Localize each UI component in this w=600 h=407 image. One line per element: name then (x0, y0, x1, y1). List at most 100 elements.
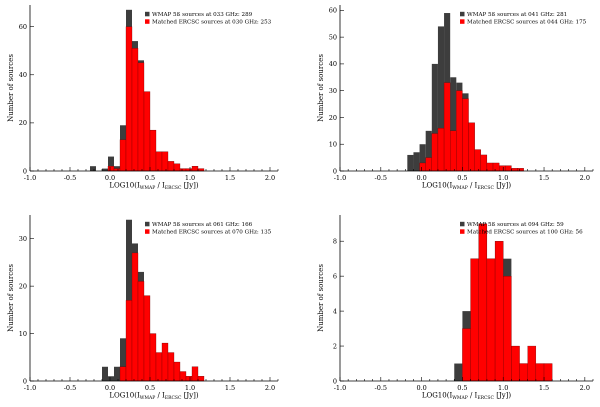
bar-ercsc (505, 165, 512, 172)
bar-ercsc (137, 62, 145, 172)
bar-ercsc (456, 90, 463, 172)
bar-ercsc (462, 98, 469, 172)
x-tick-label: 0.0 (105, 384, 115, 392)
chart-panel-top-left: -1.0 -0.5 0.0 0.5 1.0 1.5 2.0 0 20 40 60 LOG10(IWMA… (7, 5, 279, 192)
bar-wmap (108, 376, 114, 381)
bar-ercsc (492, 162, 500, 172)
bar-ercsc (519, 363, 528, 382)
bar-ercsc (155, 151, 163, 172)
bar-ercsc (149, 333, 157, 382)
bar-ercsc (137, 281, 145, 382)
bar-ercsc (143, 295, 151, 382)
y-tick-label: 0 (333, 167, 337, 175)
x-tick-label: -0.5 (375, 384, 388, 392)
bar-ercsc (498, 165, 506, 172)
y-tick-label: 60 (19, 23, 27, 31)
bar-wmap (102, 366, 108, 381)
y-tick-label: 20 (19, 119, 27, 127)
y-tick-label: 40 (19, 71, 27, 79)
x-tick-label: 1.5 (539, 174, 549, 182)
bar-ercsc (143, 91, 151, 172)
legend-swatch-wmap (460, 11, 465, 17)
legend-swatch-wmap (460, 221, 465, 227)
bar-ercsc (185, 376, 193, 382)
x-tick-label: 0.5 (145, 384, 155, 392)
bar-ercsc (167, 352, 175, 382)
x-tick-label: 0.0 (416, 384, 426, 392)
x-tick-label: 1.5 (225, 174, 235, 182)
x-tick-label: -1.0 (24, 174, 37, 182)
bar-wmap (114, 366, 120, 381)
y-tick-label: 20 (19, 282, 27, 290)
bar-ercsc (179, 371, 187, 382)
y-tick-label: 0 (333, 377, 337, 385)
bar-wmap (90, 166, 96, 171)
bar-ercsc (173, 361, 181, 382)
x-tick-label: 0.5 (457, 384, 467, 392)
x-tick-label: -1.0 (334, 384, 347, 392)
bar-ercsc (155, 352, 163, 382)
legend-label-wmap: WMAP 5ß sources at 033 GHz: 289 (152, 12, 253, 18)
x-tick-label: 1.0 (185, 384, 195, 392)
bar-ercsc (511, 345, 520, 382)
x-tick-label: 1.5 (225, 384, 235, 392)
chart-panel-top-right: -1.0 -0.5 0.0 0.5 1.0 1.5 2.0 0 10 20 30 40 50 60 LOG1… (317, 5, 594, 191)
bar-ercsc (149, 129, 157, 172)
bar-ercsc (468, 122, 475, 172)
y-tick-label: 30 (19, 235, 27, 243)
x-tick-label: 2.0 (265, 384, 275, 392)
bar-wmap (102, 168, 108, 171)
y-axis-title: Number of sources (317, 264, 325, 332)
bar-ercsc (431, 133, 439, 172)
x-tick-label: 0.5 (457, 174, 467, 182)
bar-wmap (450, 77, 457, 171)
bar-ercsc (474, 149, 481, 172)
y-tick-label: 20 (329, 114, 337, 122)
bar-wmap (419, 144, 426, 171)
bar-wmap (454, 363, 463, 381)
legend-swatch-ercsc (145, 19, 150, 24)
bar-ercsc (450, 130, 457, 172)
legend-label-wmap: WMAP 5ß sources at 094 GHz: 59 (467, 222, 564, 228)
bar-ercsc (543, 363, 553, 382)
y-tick-label: 10 (329, 141, 337, 149)
bar-ercsc (535, 363, 545, 382)
bar-ercsc (119, 366, 127, 382)
bar-ercsc (419, 162, 426, 172)
legend-swatch-ercsc (145, 229, 150, 234)
x-tick-label: 1.0 (498, 174, 508, 182)
legend-swatch-ercsc (460, 229, 465, 234)
x-tick-label: 0.0 (416, 174, 426, 182)
x-tick-label: 0.0 (105, 174, 115, 182)
bar-ercsc (443, 82, 451, 172)
y-tick-label: 4 (333, 307, 337, 315)
y-tick-label: 0 (23, 167, 27, 175)
bar-wmap (120, 338, 126, 381)
bar-ercsc (119, 139, 127, 172)
legend-label-wmap: WMAP 5ß sources at 061 GHz: 166 (152, 222, 253, 228)
x-tick-label: -1.0 (24, 384, 37, 392)
bar-ercsc (470, 258, 479, 382)
x-tick-label: 2.0 (265, 174, 275, 182)
chart-panel-bottom-right: -1.0 -0.5 0.0 0.5 1.0 1.5 2.0 0 2 4 6 8 LOG10(IWMAP … (317, 215, 594, 401)
legend-label-wmap: WMAP 5ß sources at 041 GHz: 281 (467, 12, 567, 18)
bar-ercsc (191, 366, 199, 382)
bar-ercsc (197, 376, 205, 382)
bar-ercsc (161, 151, 169, 172)
bar-wmap (437, 26, 445, 172)
bar-wmap (413, 152, 420, 171)
x-tick-label: -0.5 (375, 174, 388, 182)
legend-label-ercsc: Matched ERCSC sources at 070 GHz: 135 (152, 230, 272, 236)
bar-ercsc (161, 342, 169, 382)
y-tick-label: 60 (329, 7, 337, 15)
y-tick-label: 8 (333, 238, 337, 246)
bar-ercsc (478, 223, 488, 382)
bar-ercsc (462, 328, 471, 382)
x-tick-label: -0.5 (64, 174, 77, 182)
y-axis-title: Number of sources (7, 54, 15, 122)
x-tick-label: 1.5 (539, 384, 549, 392)
bar-ercsc (480, 154, 488, 172)
x-axis-title: LOG10(IWMAP / IERCSC [Jy]) (109, 182, 199, 192)
y-tick-label: 50 (329, 33, 337, 41)
